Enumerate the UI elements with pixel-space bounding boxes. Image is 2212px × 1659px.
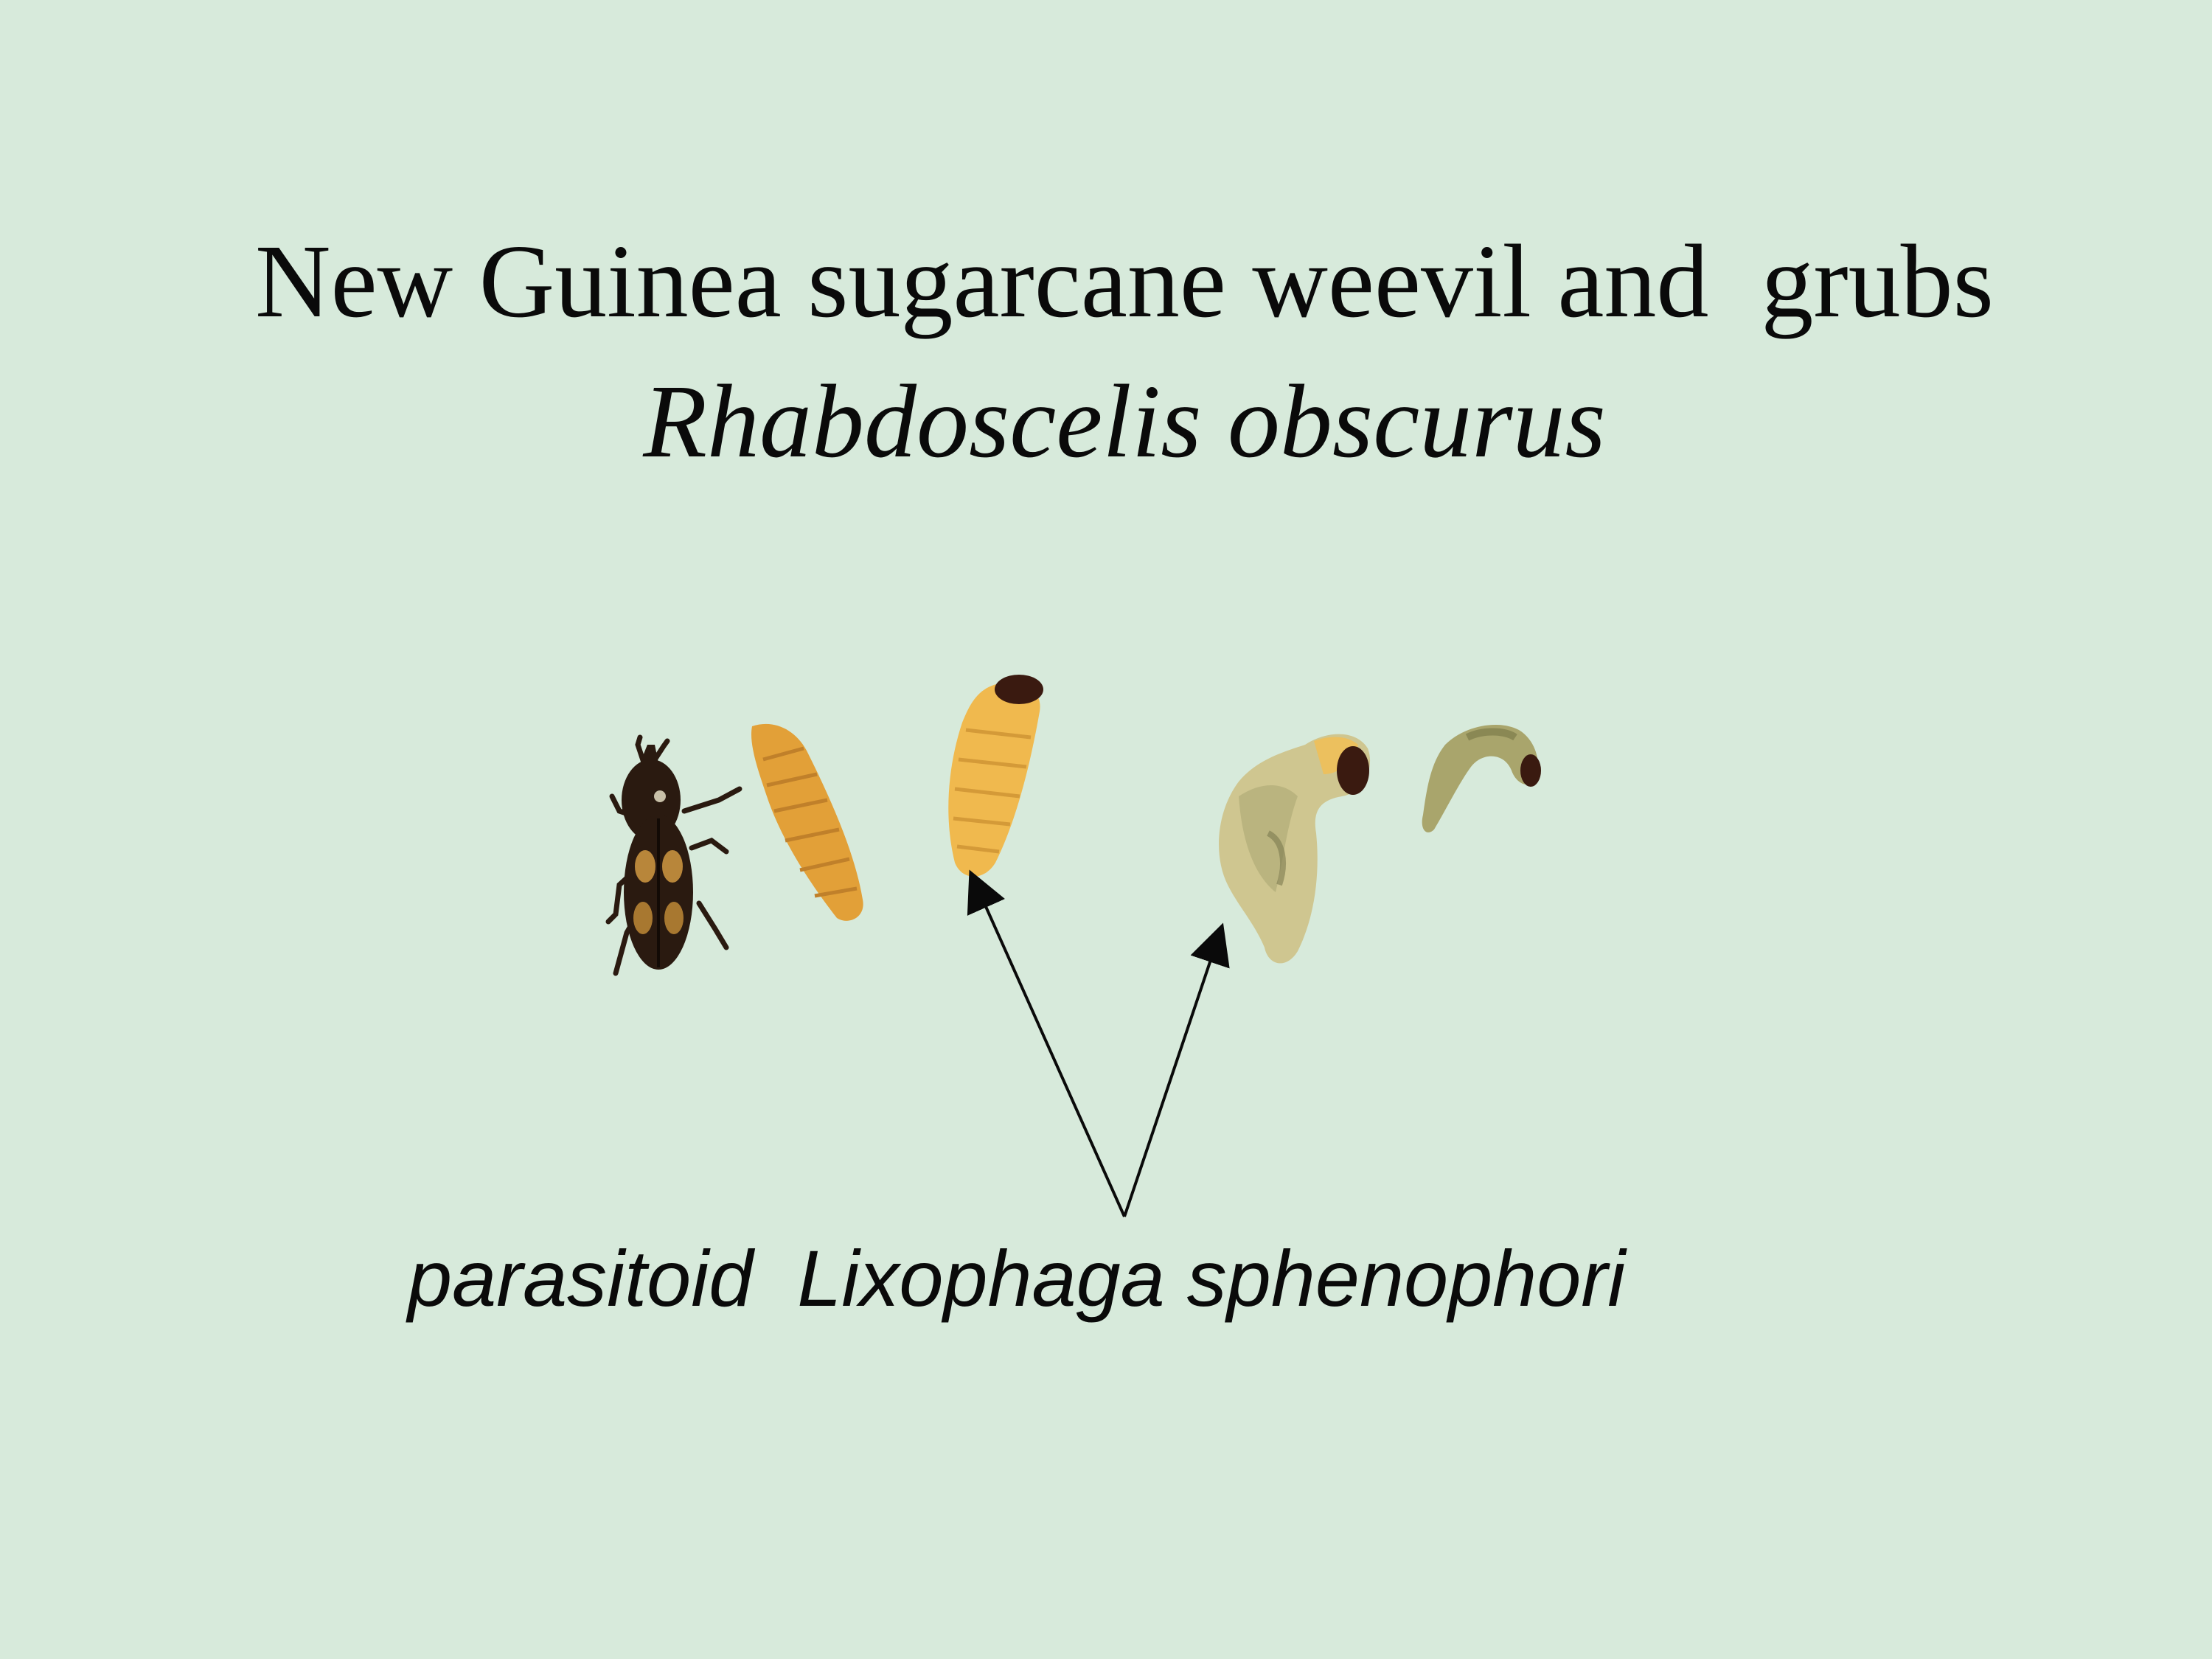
- adult-weevil: [605, 734, 742, 976]
- parasitoid-arrows: [967, 869, 1230, 1217]
- grub-parasitized-large: [1219, 734, 1371, 964]
- species-name: Rhabdoscelis obscurus: [643, 363, 1606, 479]
- arrow-to-yellow-grub: [967, 869, 1126, 1217]
- slide-title: New Guinea sugarcane weevil and grubs: [255, 223, 1994, 339]
- grub-yellow: [948, 675, 1043, 877]
- grub-parasitized-small: [1422, 724, 1541, 832]
- arrow-to-parasitized-grub: [1123, 922, 1230, 1217]
- grub-orange: [751, 723, 863, 921]
- parasitoid-caption: parasitoid Lixophaga sphenophori: [408, 1234, 1626, 1323]
